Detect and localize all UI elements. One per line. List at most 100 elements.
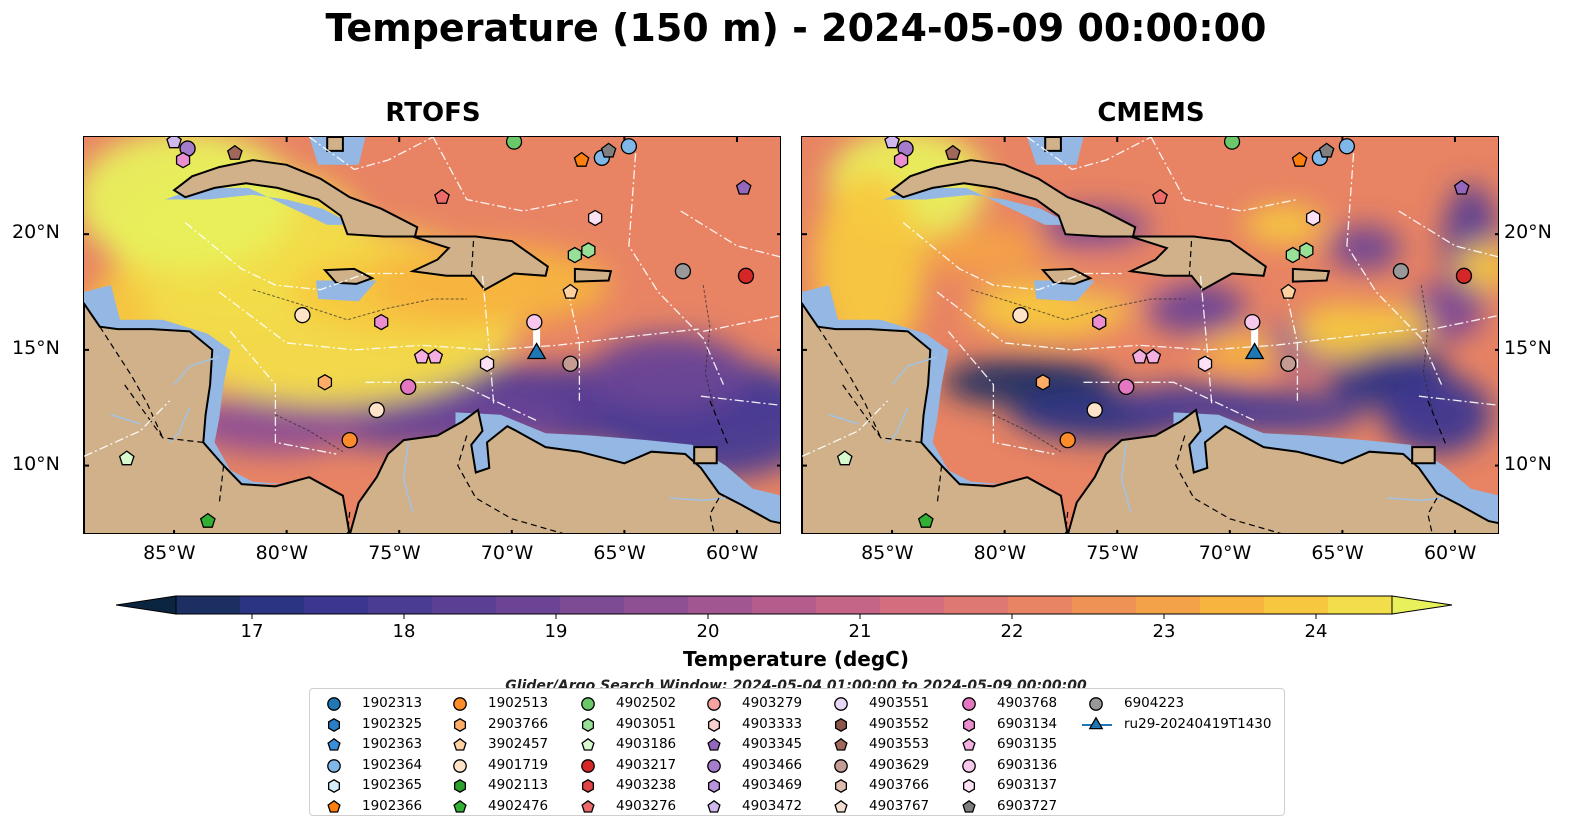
argo-float-4903051[interactable] bbox=[581, 242, 596, 259]
argo-float-6903134[interactable] bbox=[1092, 313, 1107, 331]
legend-marker-icon bbox=[581, 779, 595, 794]
argo-float-4903186[interactable] bbox=[118, 450, 135, 466]
argo-float-6903137[interactable] bbox=[587, 209, 603, 227]
argo-float-1902366[interactable] bbox=[1291, 151, 1308, 167]
panel-title-cmems: CMEMS bbox=[1097, 98, 1205, 128]
colorbar-band bbox=[624, 596, 689, 614]
legend-label: 4903469 bbox=[742, 777, 803, 794]
map-cmems[interactable] bbox=[801, 136, 1499, 534]
argo-float-6903134[interactable] bbox=[893, 151, 909, 169]
colorbar-tick-label: 21 bbox=[848, 621, 872, 642]
argo-float-1902364[interactable] bbox=[620, 138, 638, 155]
legend-marker-icon bbox=[834, 758, 848, 773]
argo-float-2903766[interactable] bbox=[1035, 374, 1051, 391]
legend-marker-icon bbox=[962, 758, 976, 773]
colorbar bbox=[116, 595, 1453, 619]
legend-label: 4903472 bbox=[742, 798, 803, 814]
argo-float-6903136[interactable] bbox=[1244, 313, 1261, 331]
legend-marker-icon bbox=[581, 697, 595, 711]
legend-label: 4903552 bbox=[869, 715, 930, 732]
map-rtofs[interactable] bbox=[83, 136, 781, 534]
glider-marker[interactable] bbox=[526, 342, 547, 360]
argo-float-1902513[interactable] bbox=[341, 431, 358, 449]
argo-float-3902457[interactable] bbox=[1280, 283, 1297, 299]
legend-marker-icon bbox=[327, 779, 341, 794]
glider-marker[interactable] bbox=[1244, 342, 1265, 360]
argo-float-4903768[interactable] bbox=[1118, 378, 1135, 396]
lon-label: 80°W bbox=[255, 542, 309, 564]
argo-float-4903276[interactable] bbox=[1152, 188, 1168, 204]
lon-label: 85°W bbox=[143, 542, 196, 564]
argo-float-6903135[interactable] bbox=[427, 348, 444, 364]
legend-label: 2903766 bbox=[488, 715, 549, 732]
lat-label-left: 10°N bbox=[12, 452, 60, 475]
argo-float-4901719[interactable] bbox=[1086, 401, 1103, 419]
legend-label: 4903766 bbox=[869, 777, 930, 794]
argo-float-4903051[interactable] bbox=[1285, 246, 1301, 264]
argo-float-4903472[interactable] bbox=[166, 137, 182, 149]
colorbar-band bbox=[1200, 596, 1265, 614]
argo-float-4903051[interactable] bbox=[1299, 242, 1314, 259]
argo-float-6903134[interactable] bbox=[175, 151, 191, 169]
argo-float-4902476[interactable] bbox=[917, 512, 934, 528]
argo-float-4903051[interactable] bbox=[567, 246, 583, 264]
legend-marker-icon bbox=[581, 799, 595, 813]
lon-label: 60°W bbox=[1423, 542, 1477, 564]
legend-marker-icon bbox=[581, 717, 595, 732]
argo-float-4903217[interactable] bbox=[737, 267, 755, 284]
colorbar-band bbox=[432, 596, 497, 614]
legend-label: 4903238 bbox=[616, 777, 677, 794]
argo-float-4903345[interactable] bbox=[1453, 179, 1470, 195]
argo-float-4903472[interactable] bbox=[884, 137, 900, 149]
colorbar-band bbox=[752, 596, 817, 614]
argo-float-4901719[interactable] bbox=[294, 307, 311, 324]
argo-float-3902457[interactable] bbox=[562, 283, 579, 299]
argo-float-4903768[interactable] bbox=[400, 378, 417, 396]
argo-float-4903186[interactable] bbox=[836, 450, 853, 466]
argo-float-4903553[interactable] bbox=[226, 144, 243, 160]
argo-float-4902502[interactable] bbox=[505, 137, 523, 150]
argo-float-6903137[interactable] bbox=[1197, 355, 1213, 373]
legend-marker-icon bbox=[581, 738, 595, 751]
legend-label: 4903629 bbox=[869, 756, 930, 773]
argo-float-4901719[interactable] bbox=[368, 401, 385, 419]
argo-float-6904223[interactable] bbox=[1392, 263, 1410, 280]
lat-label-right: 10°N bbox=[1504, 452, 1552, 475]
lon-label: 75°W bbox=[368, 542, 421, 564]
lon-label: 70°W bbox=[480, 542, 534, 564]
argo-float-4902476[interactable] bbox=[199, 512, 216, 528]
legend-marker-icon bbox=[834, 717, 848, 732]
legend-marker-icon bbox=[962, 779, 976, 794]
legend-marker-icon bbox=[453, 758, 467, 773]
argo-float-4903217[interactable] bbox=[1455, 267, 1473, 284]
legend-label: 6904223 bbox=[1124, 695, 1185, 711]
argo-float-4903345[interactable] bbox=[735, 179, 752, 195]
argo-float-4903629[interactable] bbox=[562, 355, 579, 372]
legend-marker-icon bbox=[327, 738, 341, 751]
argo-float-6903137[interactable] bbox=[479, 355, 495, 373]
argo-float-6904223[interactable] bbox=[674, 263, 692, 280]
argo-float-4902502[interactable] bbox=[1223, 137, 1241, 150]
lon-label: 65°W bbox=[593, 542, 646, 564]
legend-label: 4903768 bbox=[997, 695, 1058, 711]
argo-float-1902513[interactable] bbox=[1059, 431, 1076, 449]
argo-float-4901719[interactable] bbox=[1012, 307, 1029, 324]
argo-float-4903276[interactable] bbox=[434, 188, 450, 204]
argo-float-6903135[interactable] bbox=[1145, 348, 1162, 364]
argo-float-4903553[interactable] bbox=[944, 144, 961, 160]
argo-float-6903727[interactable] bbox=[600, 142, 617, 158]
argo-float-6903134[interactable] bbox=[374, 313, 389, 331]
argo-float-2903766[interactable] bbox=[317, 374, 333, 391]
argo-float-6903136[interactable] bbox=[526, 313, 543, 331]
colorbar-band bbox=[496, 596, 561, 614]
lon-label: 75°W bbox=[1086, 542, 1139, 564]
argo-float-1902364[interactable] bbox=[1338, 138, 1356, 155]
argo-float-4903629[interactable] bbox=[1280, 355, 1297, 372]
argo-float-1902366[interactable] bbox=[573, 151, 590, 167]
legend: 1902313 1902325 1902363 1902364 1902365 19023… bbox=[309, 688, 1285, 816]
argo-float-6903135[interactable] bbox=[413, 348, 430, 364]
argo-float-6903727[interactable] bbox=[1318, 142, 1335, 158]
legend-label: 4903186 bbox=[616, 736, 677, 753]
argo-float-6903137[interactable] bbox=[1305, 209, 1321, 227]
argo-float-6903135[interactable] bbox=[1131, 348, 1148, 364]
